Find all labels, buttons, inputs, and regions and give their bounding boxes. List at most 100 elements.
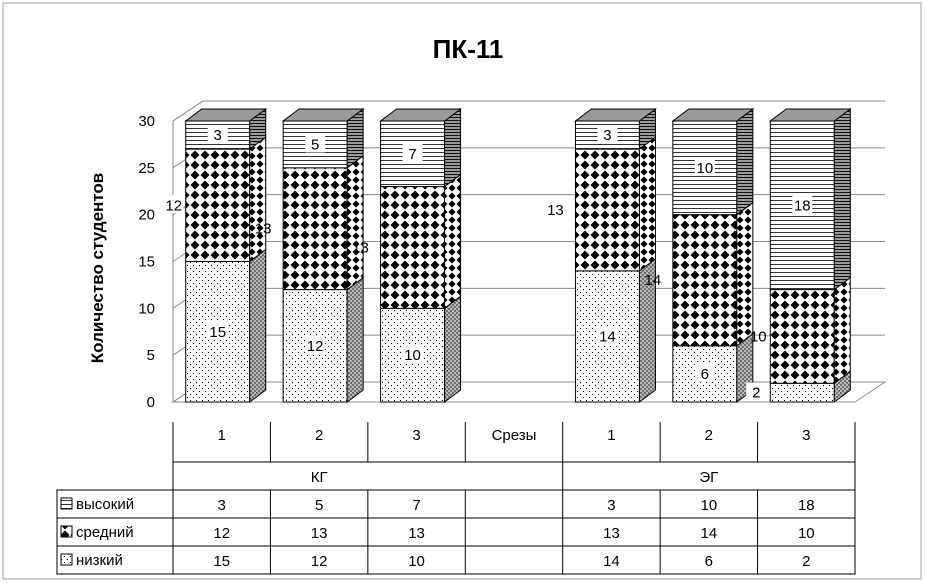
legend-key-icon: [60, 525, 73, 538]
table-cell: 18: [798, 497, 815, 514]
category-label: Срезы: [492, 427, 537, 444]
legend-key-icon: [60, 497, 73, 510]
segment-mid: [574, 148, 640, 272]
table-cell: 3: [607, 497, 615, 514]
data-label-bg: [207, 321, 228, 340]
group-label: ЭГ: [699, 469, 718, 486]
data-label: 10: [750, 328, 767, 345]
y-tick-label: 15: [138, 254, 155, 271]
bar-top: [671, 108, 755, 122]
table-cell: 13: [311, 525, 328, 542]
table-cell: 10: [408, 553, 425, 570]
segment-mid-side: [249, 136, 267, 263]
data-label: 14: [599, 328, 616, 345]
y-tick-label: 20: [138, 207, 155, 224]
data-label-bg: [597, 125, 618, 144]
data-label: 2: [752, 385, 760, 402]
data-label: 15: [209, 324, 226, 341]
table-cell: 6: [705, 553, 713, 570]
data-label-bg: [792, 195, 813, 214]
bar-top: [379, 108, 463, 122]
table-cell: 13: [603, 525, 620, 542]
group-label: КГ: [311, 469, 328, 486]
category-label: 1: [218, 427, 226, 444]
data-label-bg: [305, 134, 326, 153]
legend-label: низкий: [76, 552, 123, 569]
gridline-diag: [172, 100, 204, 122]
bars: [184, 108, 852, 403]
data-label-bg: [305, 335, 326, 354]
data-label-bg: [207, 125, 228, 144]
table-cell: 14: [701, 525, 718, 542]
chart-title: ПК-11: [433, 34, 504, 64]
segment-high-side: [444, 108, 462, 188]
bar-top: [573, 108, 657, 122]
y-tick-label: 30: [138, 113, 155, 130]
data-label: 13: [255, 221, 272, 238]
data-label: 13: [547, 202, 564, 219]
data-label: 5: [311, 136, 319, 153]
segment-mid-side: [638, 136, 656, 272]
data-label-bg: [402, 143, 423, 162]
segment-mid-side: [736, 201, 754, 347]
data-label: 10: [404, 347, 421, 364]
y-tick-label: 10: [138, 300, 155, 317]
segment-mid: [185, 148, 251, 263]
data-label: 12: [307, 338, 324, 355]
bar-top: [184, 108, 268, 122]
data-label-bg: [597, 326, 618, 345]
segment-mid: [769, 289, 835, 384]
segment-mid: [282, 167, 348, 291]
table-cell: 12: [213, 525, 230, 542]
segment-low-side: [346, 276, 364, 403]
y-tick-label: 5: [147, 347, 155, 364]
y-tick-label: 25: [138, 160, 155, 177]
segment-low-side: [249, 248, 267, 403]
data-label: 18: [794, 197, 811, 214]
segment-mid-side: [833, 276, 851, 385]
segment-low-side: [444, 295, 462, 403]
category-label: 2: [705, 427, 713, 444]
y-axis-label: Количество студентов: [88, 173, 107, 364]
y-tick-label: 0: [147, 394, 155, 411]
legend-label: средний: [76, 524, 134, 541]
data-label: 3: [214, 127, 222, 144]
data-label: 7: [408, 146, 416, 163]
y-axis-ticks: 0 5 10 15 20 25 30: [138, 113, 155, 411]
bar-top: [281, 108, 365, 122]
table-cell: 10: [701, 497, 718, 514]
data-label-bg: [402, 345, 423, 364]
data-label: 14: [645, 272, 662, 289]
data-label: 12: [165, 197, 182, 214]
segment-mid: [672, 214, 738, 347]
data-labels: 15 12 3 12 13 5 10 13 7 14 13 3 6 14 10 2 10 18: [163, 125, 813, 402]
segment-low: [769, 382, 835, 403]
data-label: 10: [697, 160, 714, 177]
category-label: 2: [315, 427, 323, 444]
segment-high-side: [833, 108, 851, 291]
table-cell: 12: [311, 553, 328, 570]
category-label: 1: [607, 427, 615, 444]
bar-top: [768, 108, 852, 122]
segment-mid-side: [346, 154, 364, 291]
category-label: 3: [412, 427, 420, 444]
data-label-bg: [694, 363, 715, 382]
data-label-bg: [694, 157, 715, 176]
table-cell: 2: [802, 553, 810, 570]
table-cell: 13: [408, 525, 425, 542]
table-cell: 7: [412, 497, 420, 514]
table-cell: 15: [213, 553, 230, 570]
segment-high-side: [736, 108, 754, 216]
segment-mid-side: [444, 173, 462, 310]
category-label: 3: [802, 427, 810, 444]
table-cell: 10: [798, 525, 815, 542]
segment-mid: [380, 186, 446, 309]
segment-low: [185, 261, 251, 403]
legend-label: высокий: [76, 496, 134, 513]
data-label-bg: [746, 382, 767, 401]
table-cell: 5: [315, 497, 323, 514]
data-label: 13: [352, 239, 369, 256]
legend-key-icon: [60, 553, 73, 566]
